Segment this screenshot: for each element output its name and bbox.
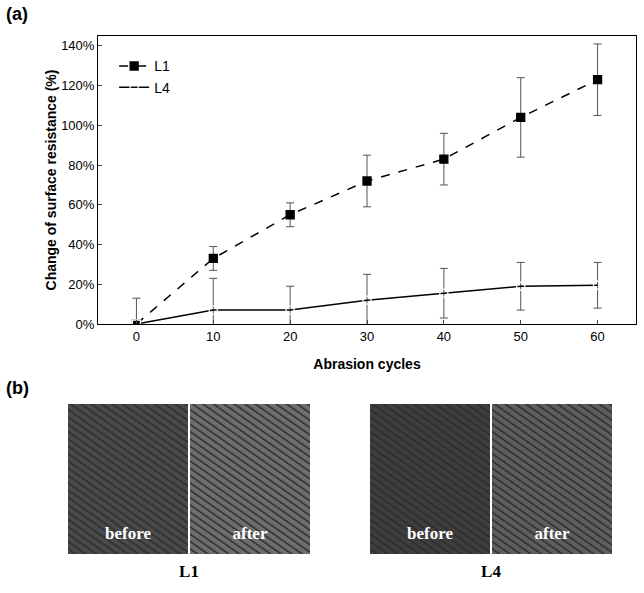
svg-text:0%: 0% (76, 317, 95, 332)
html-text:before: before (105, 524, 151, 543)
svg-text:100%: 100% (61, 118, 95, 133)
svg-text:80%: 80% (68, 158, 94, 173)
svg-text:40: 40 (437, 329, 451, 344)
svg-text:Change of surface resistance (: Change of surface resistance (%) (43, 70, 59, 291)
svg-text:L4: L4 (154, 80, 170, 96)
svg-text:30: 30 (360, 329, 374, 344)
html-text:(a): (a) (6, 4, 28, 24)
html-text:before: before (407, 524, 453, 543)
svg-text:60: 60 (590, 329, 604, 344)
svg-text:50: 50 (513, 329, 527, 344)
svg-text:L1: L1 (154, 58, 170, 74)
html-text:after: after (534, 524, 570, 543)
svg-text:40%: 40% (68, 237, 94, 252)
svg-text:20: 20 (283, 329, 297, 344)
svg-text:20%: 20% (68, 277, 94, 292)
svg-text:120%: 120% (61, 78, 95, 93)
svg-text:0: 0 (133, 329, 140, 344)
svg-text:10: 10 (206, 329, 220, 344)
svg-text:140%: 140% (61, 38, 95, 53)
html-text:L1: L1 (179, 562, 199, 581)
svg-text:60%: 60% (68, 197, 94, 212)
html-text:(b): (b) (6, 378, 29, 398)
svg-text:Abrasion cycles: Abrasion cycles (313, 356, 421, 372)
html-text:after: after (232, 524, 268, 543)
html-text:L4: L4 (481, 562, 501, 581)
